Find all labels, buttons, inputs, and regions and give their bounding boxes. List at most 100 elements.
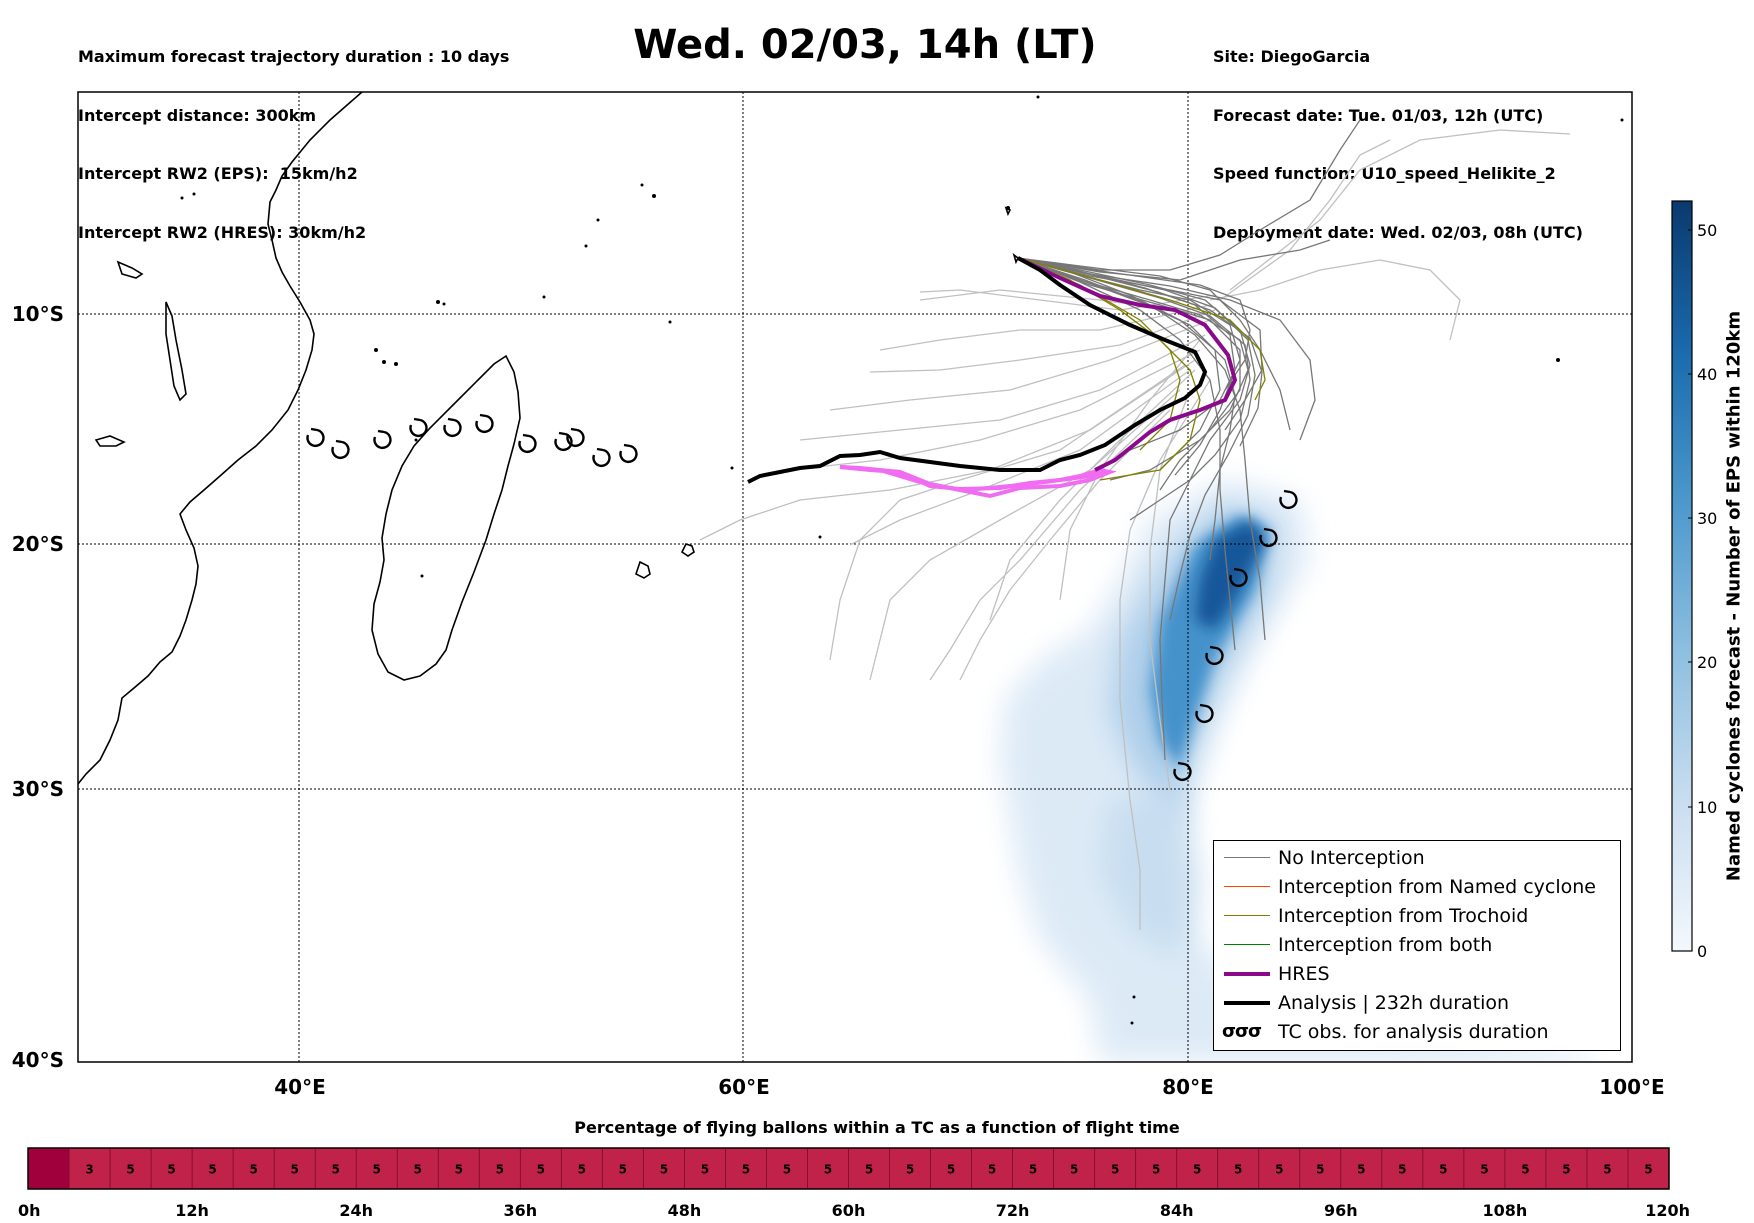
legend-label: HRES	[1278, 963, 1330, 985]
timeline-cell	[69, 1148, 111, 1189]
timeline-value: 3	[85, 1163, 93, 1177]
tc-obs-symbol-icon	[1173, 761, 1192, 782]
timeline-cell	[1504, 1148, 1547, 1189]
map-title: Wed. 02/03, 14h (LT)	[633, 22, 1097, 68]
colorbar-tick-label: 0	[1697, 942, 1707, 960]
legend-label: Interception from Trochoid	[1278, 905, 1529, 927]
tc-obs-symbol-icon	[373, 429, 392, 450]
timeline-value: 5	[783, 1163, 791, 1177]
header-right-line: Site: DiegoGarcia	[1213, 47, 1371, 66]
cyclone-density-field	[1000, 480, 1590, 1062]
africa-coast-icon	[78, 92, 363, 785]
legend-item-no-interception: No Interception	[1214, 845, 1620, 871]
timeline-value: 5	[1644, 1163, 1652, 1177]
timeline-value: 5	[249, 1163, 257, 1177]
timeline-value: 5	[988, 1163, 996, 1177]
timeline-cell	[725, 1148, 767, 1189]
timeline-hour-label: 0h	[18, 1201, 41, 1220]
map-frame	[77, 91, 1633, 1063]
timeline-cell	[684, 1148, 726, 1189]
tanzania-lake-icon	[165, 301, 187, 402]
timeline-cell	[151, 1148, 193, 1189]
timeline-value: 5	[1521, 1163, 1529, 1177]
analysis-trajectory	[747, 256, 1208, 484]
timeline-hour-label: 108h	[1483, 1201, 1528, 1220]
tc-obs-symbol-icon	[1195, 703, 1214, 724]
timeline-value: 5	[1439, 1163, 1447, 1177]
timeline-hour-label: 96h	[1324, 1201, 1358, 1220]
timeline-value: 5	[1070, 1163, 1078, 1177]
timeline-hour-label: 36h	[503, 1201, 537, 1220]
header-info-right: Site: DiegoGarcia Forecast date: Tue. 01…	[1213, 8, 1583, 262]
legend-label: TC obs. for analysis duration	[1278, 1021, 1549, 1043]
lon-label: 40°E	[274, 1075, 326, 1099]
timeline-value: 5	[1562, 1163, 1570, 1177]
header-right-line: Deployment date: Wed. 02/03, 08h (UTC)	[1213, 222, 1583, 242]
timeline-hour-label: 24h	[339, 1201, 373, 1220]
tc-obs-symbol-icon	[1279, 489, 1298, 510]
timeline-cell	[438, 1148, 480, 1189]
legend-item-trochoid: Interception from Trochoid	[1214, 903, 1620, 929]
chagos-island-icon	[1012, 252, 1020, 265]
timeline-value: 5	[537, 1163, 545, 1177]
colorbar-gradient	[1671, 200, 1693, 952]
timeline-hour-label: 48h	[668, 1201, 702, 1220]
legend-swatch	[1224, 915, 1270, 916]
tc-obs-symbol-icon	[1259, 527, 1278, 548]
header-left-line: Intercept RW2 (EPS): 15km/h2	[78, 164, 358, 183]
density-lower	[1100, 790, 1200, 960]
legend-swatch	[1224, 944, 1270, 945]
comoros-icon	[94, 435, 126, 447]
map-gridlines	[78, 92, 1632, 1062]
timeline-value: 5	[167, 1163, 175, 1177]
timeline-cell	[1627, 1148, 1670, 1189]
tc-obs-symbol-icon	[331, 439, 350, 460]
timeline-cell	[1135, 1148, 1178, 1189]
legend-item-tc-obs: σσσ TC obs. for analysis duration	[1214, 1019, 1620, 1045]
timeline-cell	[110, 1148, 152, 1189]
timeline-value: 5	[332, 1163, 340, 1177]
timeline-frame	[27, 1147, 1670, 1190]
timeline-value: 5	[455, 1163, 463, 1177]
tc-obs-symbol-icon	[475, 413, 494, 434]
legend: No Interception Interception from Named …	[1213, 840, 1621, 1051]
legend-label: Interception from Named cyclone	[1278, 876, 1596, 898]
legend-swatch	[1224, 857, 1270, 858]
timeline-cell	[889, 1148, 932, 1189]
tc-obs-symbol-icon	[1229, 567, 1248, 588]
timeline-cell	[1217, 1148, 1260, 1189]
colorbar-tick-label: 40	[1697, 365, 1717, 384]
timeline-value: 5	[373, 1163, 381, 1177]
coastlines	[78, 92, 1020, 785]
timeline-cell	[602, 1148, 644, 1189]
legend-label: No Interception	[1278, 847, 1425, 869]
timeline-cell	[1586, 1148, 1629, 1189]
legend-swatch	[1224, 972, 1270, 976]
tc-observations	[306, 413, 1298, 782]
timeline-cell	[1299, 1148, 1342, 1189]
timeline-cell	[397, 1148, 439, 1189]
timeline-cell	[1422, 1148, 1465, 1189]
tc-obs-symbol-icon	[592, 447, 611, 468]
header-left-line: Maximum forecast trajectory duration : 1…	[78, 47, 510, 66]
timeline-value: 5	[1357, 1163, 1365, 1177]
timeline-hour-labels: 0h 12h 24h 36h 48h 60h 72h 84h 96h 108h 120h	[18, 1201, 1690, 1220]
timeline-cell	[1176, 1148, 1219, 1189]
lat-label: 40°S	[12, 1048, 64, 1072]
timeline-cell	[561, 1148, 603, 1189]
madagascar-icon	[371, 354, 521, 681]
timeline-value: 5	[660, 1163, 668, 1177]
timeline-value: 5	[1111, 1163, 1119, 1177]
lat-label: 10°S	[12, 302, 64, 326]
timeline-value: 5	[865, 1163, 873, 1177]
timeline-cell	[971, 1148, 1014, 1189]
timeline-title: Percentage of flying ballons within a TC…	[574, 1118, 1180, 1137]
timeline-value: 5	[824, 1163, 832, 1177]
colorbar-tick-label: 50	[1697, 221, 1717, 240]
legend-swatch	[1224, 1001, 1270, 1005]
tc-obs-symbol-icon: σσσ	[1222, 1021, 1262, 1042]
tc-obs-symbol-icon	[409, 417, 428, 438]
legend-item-named-cyclone: Interception from Named cyclone	[1214, 874, 1620, 900]
legend-label: Analysis | 232h duration	[1278, 992, 1510, 1014]
